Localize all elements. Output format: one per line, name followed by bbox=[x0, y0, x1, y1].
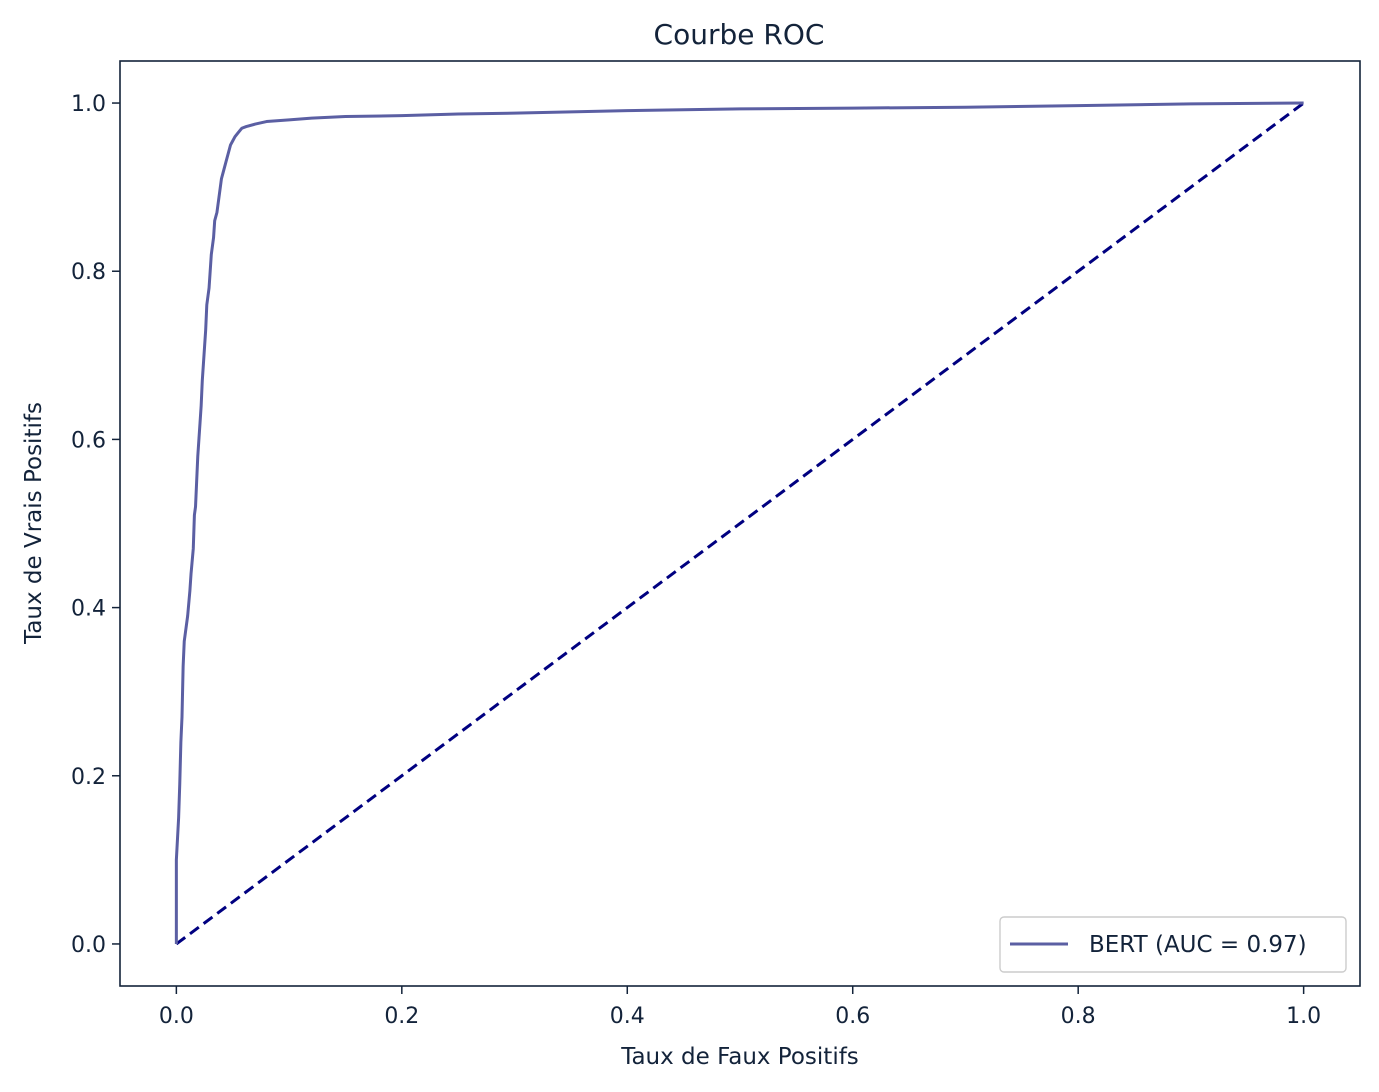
y-tick-label: 0.6 bbox=[71, 428, 106, 453]
legend: BERT (AUC = 0.97) bbox=[999, 916, 1347, 973]
x-tick-label: 0.6 bbox=[835, 1004, 870, 1029]
legend-box bbox=[999, 916, 1347, 973]
x-tick-label: 0.4 bbox=[610, 1004, 645, 1029]
y-axis-ticks: 0.0 0.2 0.4 0.6 0.8 1.0 bbox=[71, 92, 120, 958]
x-tick-label: 1.0 bbox=[1286, 1004, 1321, 1029]
legend-label: BERT (AUC = 0.97) bbox=[1089, 932, 1307, 958]
x-axis-ticks: 0.0 0.2 0.4 0.6 0.8 1.0 bbox=[159, 986, 1321, 1029]
roc-curve-line bbox=[174, 101, 1304, 944]
y-tick-label: 0.0 bbox=[71, 933, 106, 958]
y-tick-label: 0.2 bbox=[71, 765, 106, 790]
x-axis-title: Taux de Faux Positifs bbox=[620, 1044, 859, 1070]
chart-title: Courbe ROC bbox=[654, 18, 825, 51]
x-tick-label: 0.8 bbox=[1061, 1004, 1096, 1029]
series-layer bbox=[174, 101, 1305, 946]
x-tick-label: 0.2 bbox=[384, 1004, 419, 1029]
y-tick-label: 0.4 bbox=[71, 597, 106, 622]
y-axis-title: Taux de Vrais Positifs bbox=[21, 402, 47, 645]
y-tick-label: 1.0 bbox=[71, 92, 106, 117]
chance-diagonal-line bbox=[175, 101, 1305, 946]
x-tick-label: 0.0 bbox=[159, 1004, 194, 1029]
y-tick-label: 0.8 bbox=[71, 260, 106, 285]
